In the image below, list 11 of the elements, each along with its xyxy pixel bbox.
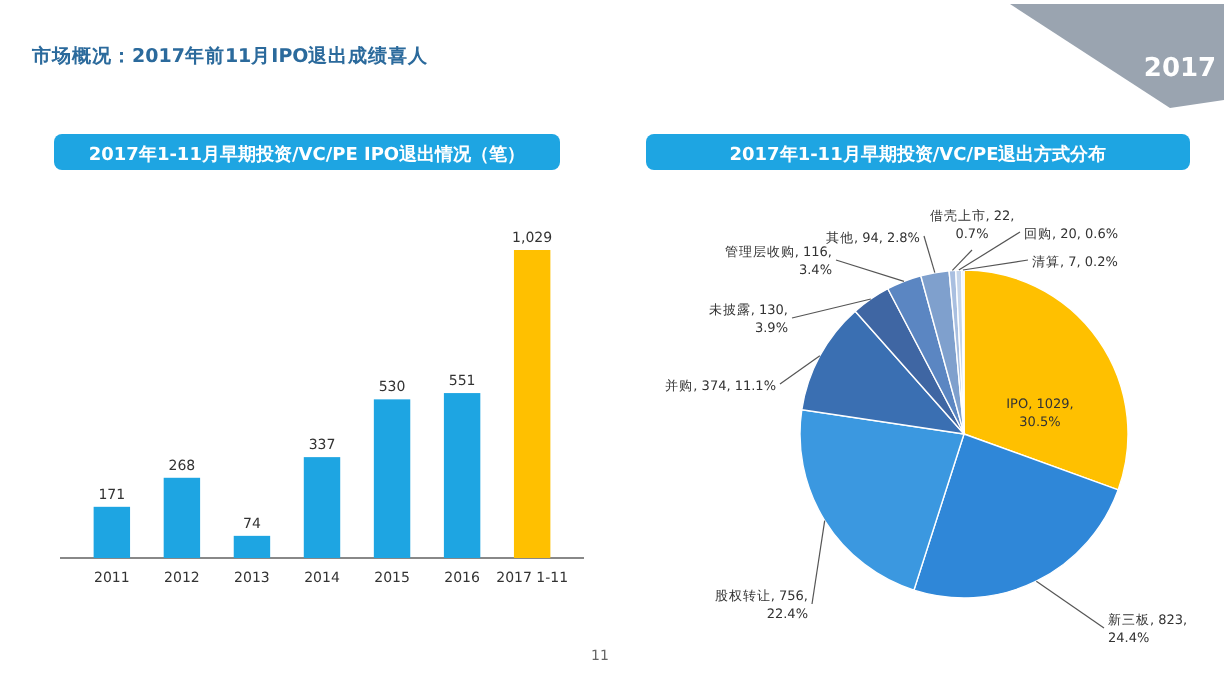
chart-title: 2017年1-11月早期投资/VC/PE退出方式分布 [729,144,1107,166]
bar [513,250,551,558]
bar [443,393,481,558]
bar [93,506,131,558]
bar [163,477,201,558]
bar [303,457,341,558]
text: 市场概况：2017年前11月IPO退出成绩喜人 [30,44,431,68]
bar [373,399,411,558]
chart-title: 2017年1-11月早期投资/VC/PE IPO退出情况（笔） [88,144,526,166]
bar [233,535,271,558]
text: 2017 [1143,54,1217,84]
